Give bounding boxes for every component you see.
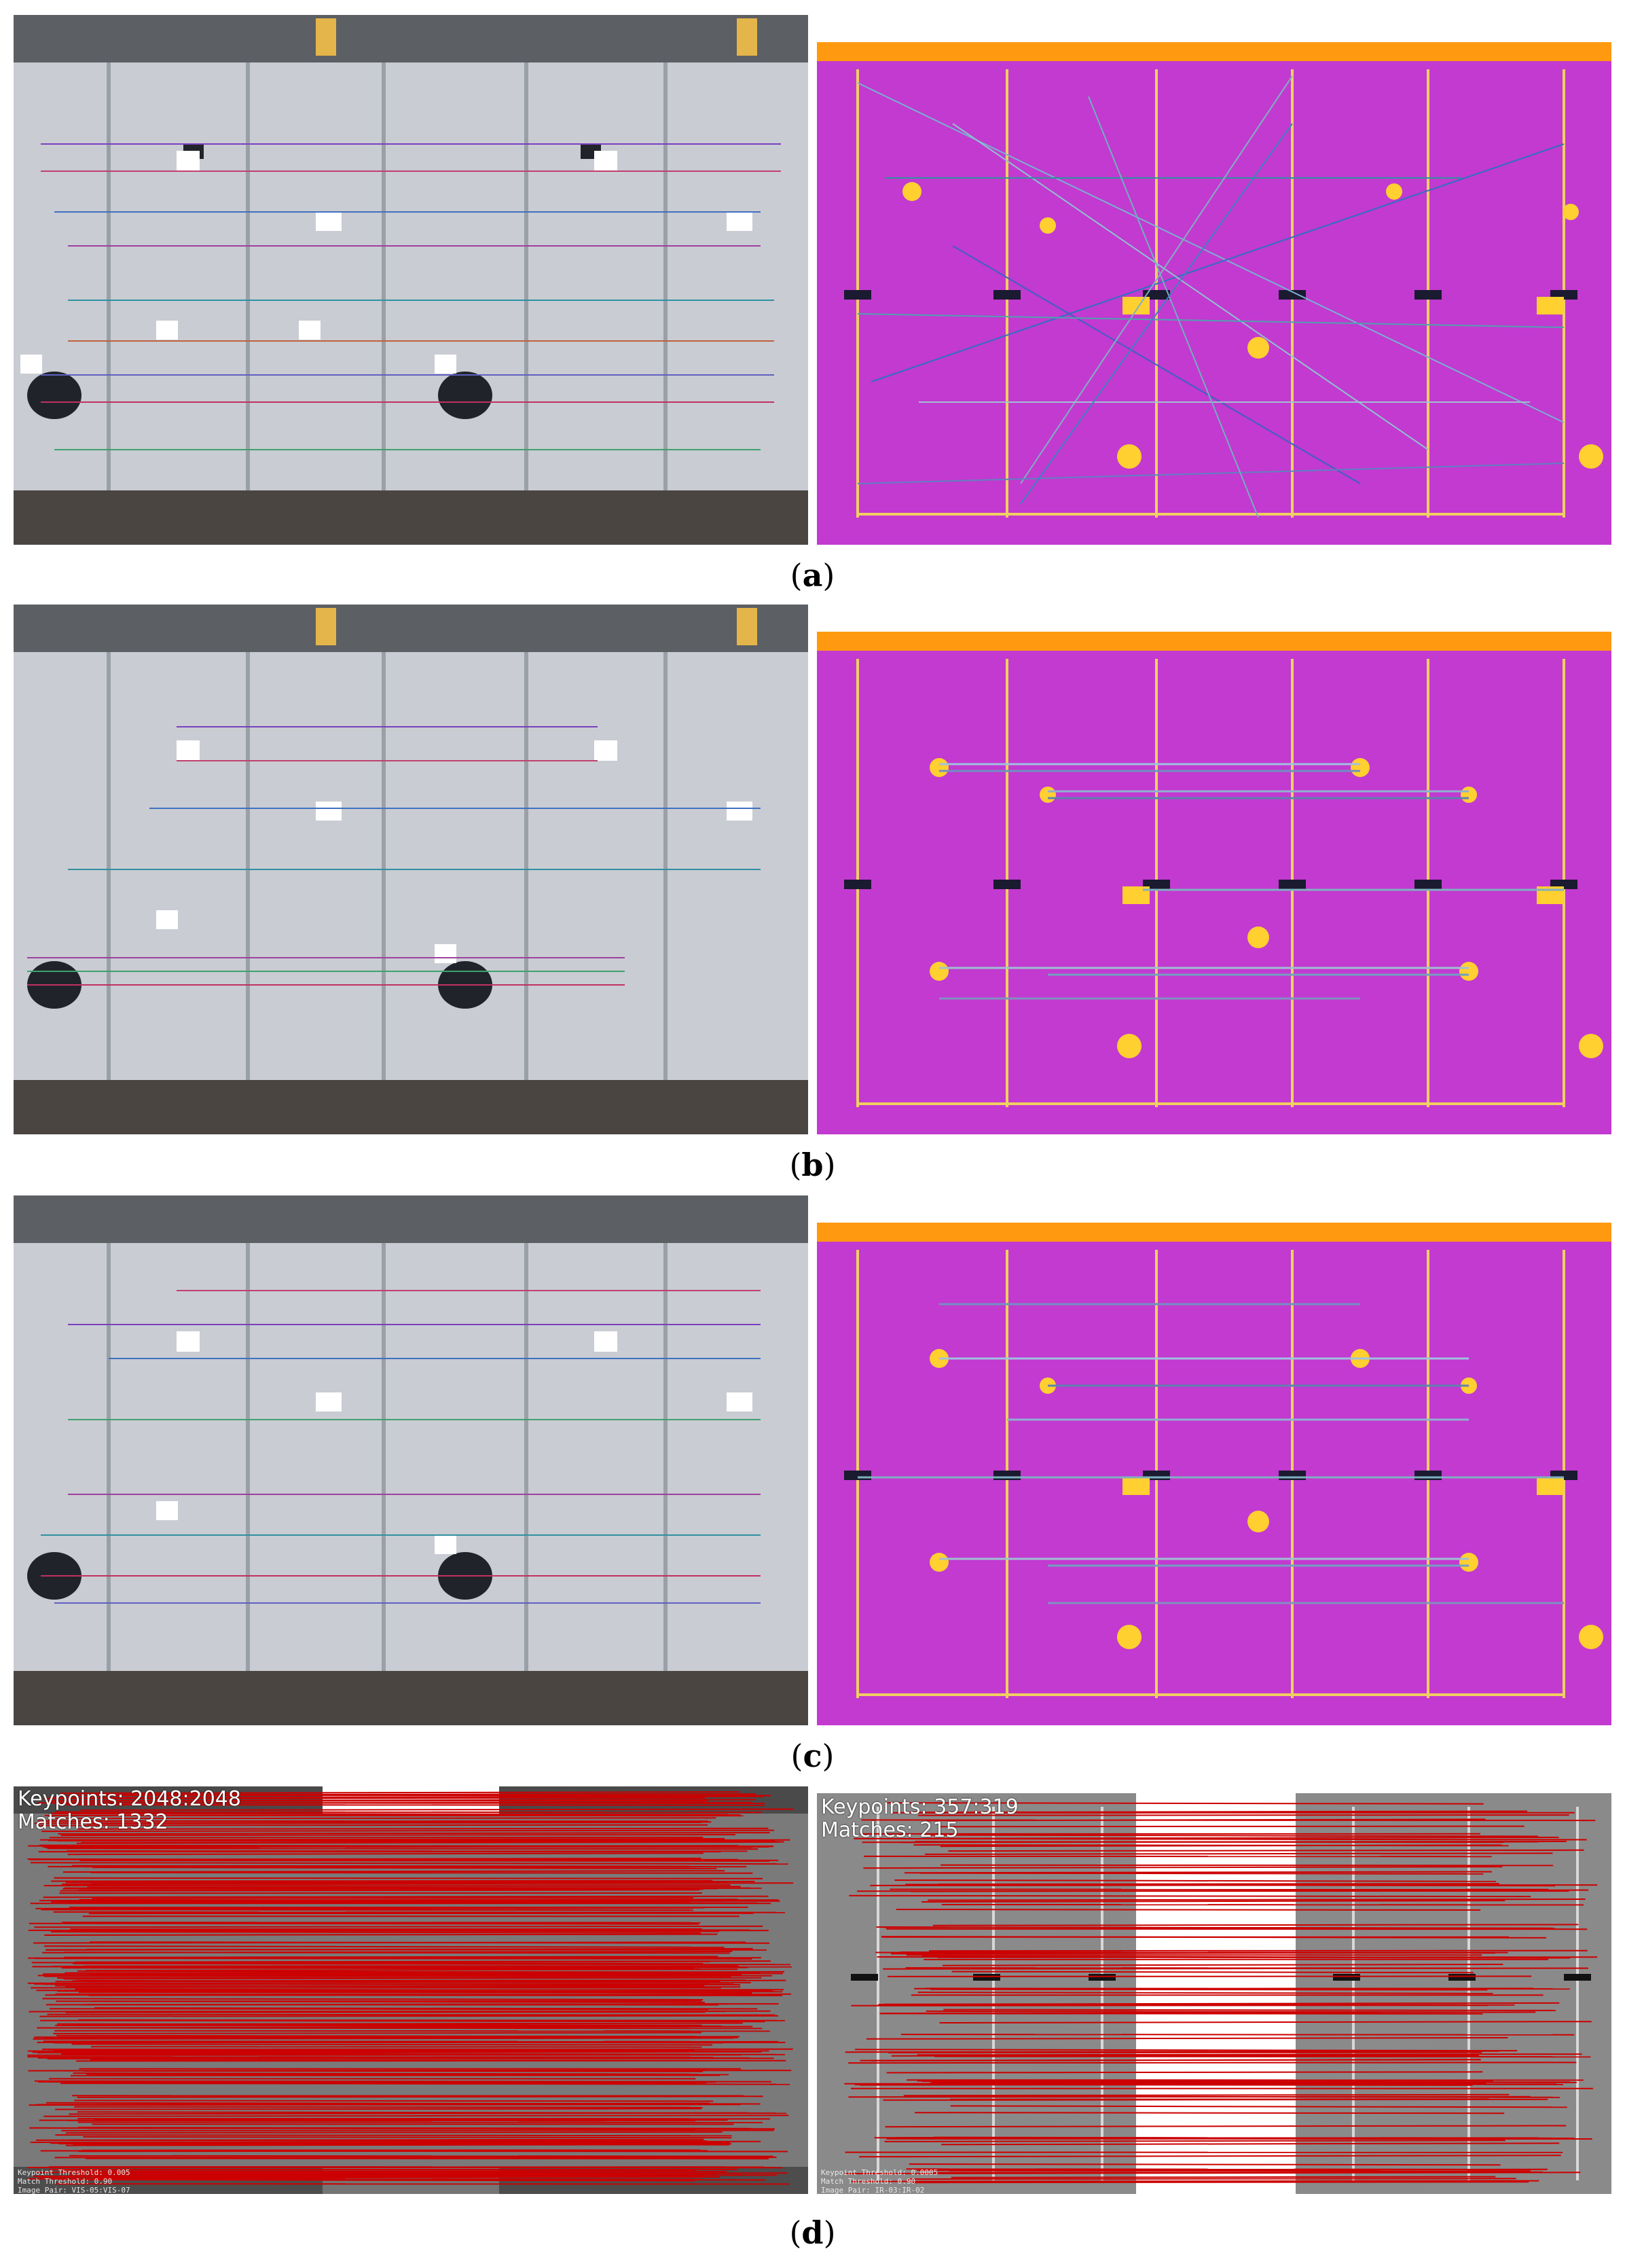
panel-a-visible-pair [14,15,808,545]
matches-label: Matches: 215 [821,1818,959,1842]
footer-line: Keypoint Threshold: 0.0005 [821,2168,938,2177]
match-lines [27,1791,794,2185]
thermal-roof-image [817,632,1611,1134]
panel-d-left-matches: Keypoints: 2048:2048 Matches: 1332 Keypo… [14,1786,808,2194]
thermal-roof-image [817,42,1611,545]
matches-label: Matches: 1332 [18,1810,168,1834]
footer-line: Image Pair: IR-03:IR-02 [821,2186,925,2194]
panel-b-visible-pair [14,605,808,1134]
panel-c-visible-pair [14,1195,808,1725]
match-lines [939,763,1564,1000]
match-lines [41,143,781,450]
match-lines [41,1290,761,1604]
panel-d-right-matches: Keypoints: 357:319 Matches: 215 Keypoint… [817,1793,1611,2194]
footer-line: Image Pair: VIS-05:VIS-07 [18,2186,130,2194]
match-lines [844,1802,1598,2184]
caption-a: (a) [790,557,835,594]
panel-a-thermal-pair [817,42,1611,545]
footer-line: Match Threshold: 0.90 [18,2177,113,2186]
grayscale-matching-image [817,1793,1611,2194]
visible-roof-image [14,1195,808,1725]
footer-line: Keypoint Threshold: 0.005 [18,2168,130,2177]
footer-line: Match Threshold: 0.90 [821,2177,916,2186]
caption-c: (c) [790,1738,835,1774]
match-lines [857,75,1565,518]
keypoints-label: Keypoints: 2048:2048 [18,1787,241,1811]
grayscale-matching-image [14,1786,808,2194]
caption-b: (b) [789,1147,836,1183]
panel-b-thermal-pair [817,632,1611,1134]
caption-d: (d) [789,2214,836,2251]
thermal-roof-image [817,1223,1611,1725]
match-lines [858,1303,1564,1604]
match-lines [27,726,761,986]
keypoints-label: Keypoints: 357:319 [821,1795,1019,1819]
visible-roof-image [14,15,808,545]
visible-roof-image [14,605,808,1134]
panel-c-thermal-pair [817,1223,1611,1725]
